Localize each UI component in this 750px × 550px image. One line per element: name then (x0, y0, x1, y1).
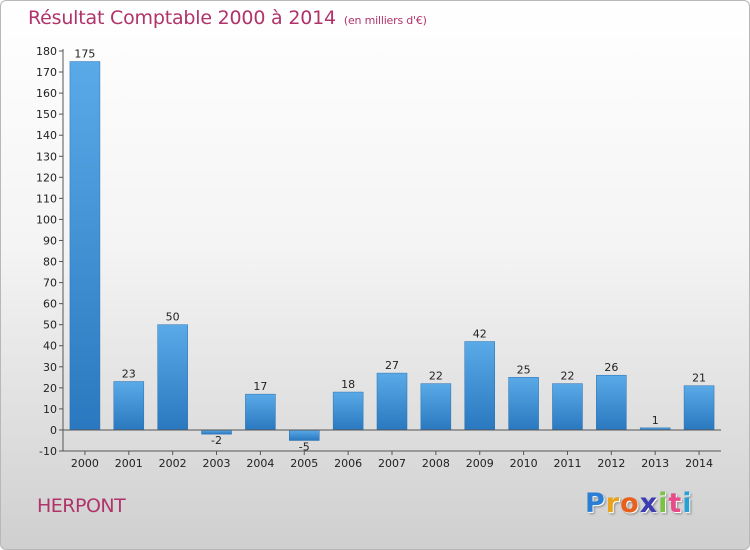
chart-subtitle: (en milliers d'€) (343, 14, 427, 27)
bar-2004 (245, 393, 276, 431)
y-tick-label: 70 (43, 277, 57, 290)
y-tick-label: 90 (43, 234, 57, 247)
data-label-2010: 25 (517, 363, 531, 376)
data-label-2000: 175 (74, 48, 95, 61)
data-label-2012: 26 (604, 361, 618, 374)
bar-2011 (552, 383, 583, 431)
logo-letter: x (639, 488, 659, 519)
y-tick-label: 140 (36, 129, 57, 142)
y-tick-label: 0 (50, 424, 57, 437)
x-tick-label-2004: 2004 (246, 457, 274, 470)
x-tick-label-2003: 2003 (203, 457, 231, 470)
data-label-2008: 22 (429, 370, 443, 383)
bar-2002 (157, 324, 188, 431)
y-tick-label: 40 (43, 340, 57, 353)
bar-2001 (113, 381, 145, 431)
logo-letter: r (605, 488, 621, 519)
data-label-2007: 27 (385, 359, 399, 372)
data-label-2001: 23 (122, 368, 136, 381)
x-tick-label-2008: 2008 (422, 457, 450, 470)
y-tick-label: 130 (36, 150, 57, 163)
data-label-2004: 17 (253, 380, 267, 393)
x-tick-label-2000: 2000 (71, 457, 99, 470)
y-tick-label: 180 (36, 45, 57, 58)
data-label-2011: 22 (560, 370, 574, 383)
logo-letter: o (620, 488, 640, 519)
data-label-2009: 42 (473, 328, 487, 341)
x-tick-label-2007: 2007 (378, 457, 406, 470)
x-tick-label-2001: 2001 (115, 457, 143, 470)
bar-2007 (376, 372, 408, 431)
y-tick-label: -10 (39, 445, 57, 458)
bar-2006 (332, 391, 364, 431)
y-tick-label: 10 (43, 403, 57, 416)
logo-letter: P (585, 488, 606, 519)
y-tick-label: 30 (43, 361, 57, 374)
y-tick-label: 80 (43, 256, 57, 269)
y-tick-label: 60 (43, 298, 57, 311)
y-tick-label: 50 (43, 319, 57, 332)
y-tick-label: 100 (36, 213, 57, 226)
data-label-2002: 50 (166, 311, 180, 324)
logo-letter: i (658, 488, 669, 519)
x-tick-label-2005: 2005 (290, 457, 318, 470)
data-label-2013: 1 (652, 414, 659, 427)
proxiti-logo: Proxiti (585, 488, 693, 519)
y-tick-label: 150 (36, 108, 57, 121)
x-tick-label-2009: 2009 (466, 457, 494, 470)
x-tick-label-2014: 2014 (685, 457, 713, 470)
bar-2000 (69, 61, 101, 431)
x-tick-label-2002: 2002 (159, 457, 187, 470)
x-tick-label-2013: 2013 (641, 457, 669, 470)
logo-letter: t (668, 488, 683, 519)
bar-2005 (289, 429, 320, 441)
bar-2010 (508, 377, 539, 431)
x-tick-label-2012: 2012 (597, 457, 625, 470)
bar-2008 (420, 383, 452, 431)
data-label-2003: -2 (211, 434, 222, 447)
y-tick-label: 170 (36, 66, 57, 79)
x-tick-label-2010: 2010 (510, 457, 538, 470)
y-tick-label: 120 (36, 171, 57, 184)
y-tick-label: 160 (36, 87, 57, 100)
data-label-2005: -5 (299, 440, 310, 453)
bar-2014 (683, 385, 715, 431)
bar-2009 (464, 341, 495, 431)
data-label-2006: 18 (341, 378, 355, 391)
logo-letter: i (682, 488, 693, 519)
commune-name: HERPONT (37, 495, 126, 517)
y-tick-label: 20 (43, 382, 57, 395)
bar-2012 (596, 374, 627, 431)
data-label-2014: 21 (692, 372, 706, 385)
x-tick-label-2006: 2006 (334, 457, 362, 470)
y-tick-label: 110 (36, 192, 57, 205)
chart-title: Résultat Comptable 2000 à 2014 (en millie… (28, 7, 427, 29)
chart-title-text: Résultat Comptable 2000 à 2014 (28, 7, 336, 29)
x-tick-label-2011: 2011 (553, 457, 581, 470)
